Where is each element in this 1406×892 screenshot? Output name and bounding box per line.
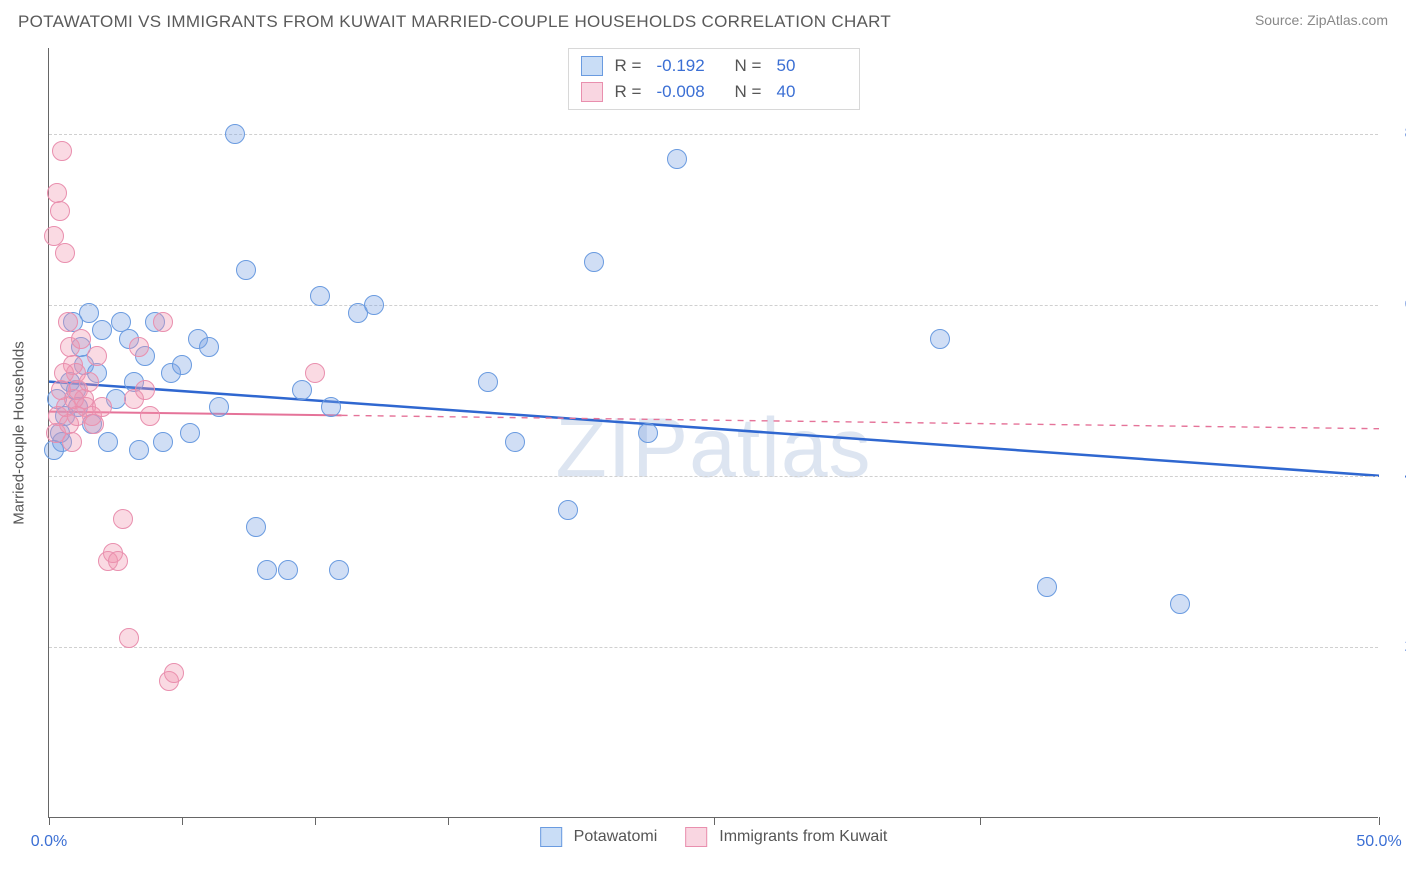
series-legend: Potawatomi Immigrants from Kuwait — [540, 827, 888, 847]
y-tick-label: 40.0% — [1386, 467, 1406, 485]
scatter-point — [54, 363, 74, 383]
scatter-point — [129, 337, 149, 357]
scatter-point — [638, 423, 658, 443]
scatter-point — [55, 243, 75, 263]
legend-n-value: 50 — [777, 53, 847, 79]
legend-r-label: R = — [615, 79, 649, 105]
scatter-point — [50, 201, 70, 221]
chart-plot-area: Married-couple Households ZIPatlas R =-0… — [48, 48, 1378, 818]
legend-correlation-row: R = -0.192 N = 50 — [581, 53, 847, 79]
scatter-point — [172, 355, 192, 375]
x-tick — [182, 817, 183, 825]
scatter-point — [79, 303, 99, 323]
scatter-point — [140, 406, 160, 426]
legend-n-label: N = — [735, 79, 769, 105]
scatter-point — [584, 252, 604, 272]
gridline-h — [49, 647, 1378, 648]
legend-r-value: -0.008 — [657, 79, 727, 105]
x-tick — [1379, 817, 1380, 825]
scatter-point — [87, 346, 107, 366]
scatter-point — [558, 500, 578, 520]
scatter-point — [1037, 577, 1057, 597]
scatter-point — [119, 628, 139, 648]
scatter-point — [153, 312, 173, 332]
scatter-point — [505, 432, 525, 452]
scatter-point — [209, 397, 229, 417]
scatter-point — [153, 432, 173, 452]
scatter-point — [164, 663, 184, 683]
scatter-point — [84, 414, 104, 434]
scatter-point — [930, 329, 950, 349]
scatter-point — [478, 372, 498, 392]
trend-line-solid — [49, 382, 1379, 476]
scatter-point — [98, 432, 118, 452]
x-tick — [49, 817, 50, 825]
legend-swatch — [581, 56, 603, 76]
chart-source: Source: ZipAtlas.com — [1255, 12, 1388, 28]
scatter-point — [52, 141, 72, 161]
scatter-point — [667, 149, 687, 169]
x-tick-label: 0.0% — [31, 833, 67, 851]
legend-r-value: -0.192 — [657, 53, 727, 79]
scatter-point — [257, 560, 277, 580]
scatter-point — [58, 312, 78, 332]
legend-n-label: N = — [735, 53, 769, 79]
scatter-point — [321, 397, 341, 417]
y-tick-label: 60.0% — [1386, 296, 1406, 314]
scatter-point — [305, 363, 325, 383]
scatter-point — [62, 432, 82, 452]
legend-swatch — [540, 827, 562, 847]
y-tick-label: 80.0% — [1386, 125, 1406, 143]
trend-lines-svg — [49, 48, 1379, 818]
scatter-point — [79, 372, 99, 392]
scatter-point — [129, 440, 149, 460]
scatter-point — [246, 517, 266, 537]
legend-series-item: Immigrants from Kuwait — [685, 827, 887, 847]
scatter-point — [329, 560, 349, 580]
scatter-point — [278, 560, 298, 580]
scatter-point — [135, 380, 155, 400]
scatter-point — [92, 320, 112, 340]
chart-header: POTAWATOMI VS IMMIGRANTS FROM KUWAIT MAR… — [0, 0, 1406, 40]
scatter-point — [364, 295, 384, 315]
scatter-point — [292, 380, 312, 400]
legend-r-label: R = — [615, 53, 649, 79]
scatter-point — [199, 337, 219, 357]
legend-n-value: 40 — [777, 79, 847, 105]
x-tick — [315, 817, 316, 825]
legend-correlation-row: R = -0.008 N = 40 — [581, 79, 847, 105]
scatter-point — [67, 406, 87, 426]
scatter-point — [92, 397, 112, 417]
legend-swatch — [581, 82, 603, 102]
scatter-point — [108, 551, 128, 571]
gridline-h — [49, 476, 1378, 477]
y-tick-label: 20.0% — [1386, 638, 1406, 656]
watermark-text: ZIPatlas — [555, 399, 871, 496]
scatter-point — [310, 286, 330, 306]
chart-title: POTAWATOMI VS IMMIGRANTS FROM KUWAIT MAR… — [18, 12, 891, 32]
gridline-h — [49, 134, 1378, 135]
x-tick — [714, 817, 715, 825]
scatter-point — [236, 260, 256, 280]
scatter-point — [180, 423, 200, 443]
legend-series-item: Potawatomi — [540, 827, 658, 847]
scatter-point — [1170, 594, 1190, 614]
y-axis-label: Married-couple Households — [11, 341, 28, 524]
correlation-legend: R = -0.192 N = 50 R = -0.008 N = 40 — [568, 48, 860, 110]
scatter-point — [113, 509, 133, 529]
legend-series-label: Potawatomi — [574, 828, 658, 846]
legend-series-label: Immigrants from Kuwait — [719, 828, 887, 846]
trend-line-dashed — [342, 415, 1379, 428]
x-tick-label: 50.0% — [1356, 833, 1401, 851]
gridline-h — [49, 305, 1378, 306]
scatter-point — [225, 124, 245, 144]
legend-swatch — [685, 827, 707, 847]
scatter-point — [71, 329, 91, 349]
x-tick — [448, 817, 449, 825]
x-tick — [980, 817, 981, 825]
